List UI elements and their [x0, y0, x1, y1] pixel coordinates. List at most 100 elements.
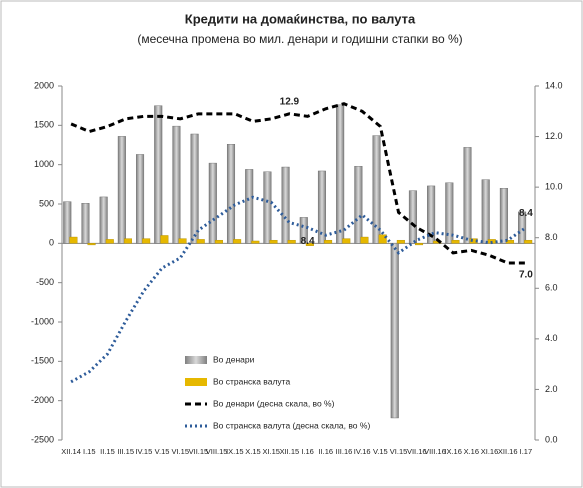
x-tick-label: VII.15 — [189, 447, 209, 456]
y-tick-label: 1500 — [34, 120, 54, 130]
bar — [408, 190, 417, 244]
bar — [299, 217, 308, 244]
bar — [196, 239, 205, 244]
y-tick-label: -500 — [36, 277, 54, 287]
y-tick-label: 0 — [49, 238, 54, 248]
bar — [324, 239, 333, 244]
x-tick-label: IV.15 — [135, 447, 152, 456]
bar — [360, 236, 369, 244]
bar — [263, 171, 272, 244]
y-tick-label: -1000 — [31, 316, 54, 326]
legend-swatch — [185, 378, 207, 386]
bar — [245, 169, 254, 244]
bar — [396, 239, 405, 244]
bar — [142, 238, 151, 244]
x-tick-label: V.15 — [373, 447, 388, 456]
chart-subtitle: (месечна промена во мил. денари и годишн… — [137, 32, 462, 46]
bar — [81, 203, 90, 244]
bar — [105, 239, 114, 244]
bar — [154, 105, 163, 244]
bar — [415, 243, 424, 246]
x-tick-label: IX.15 — [226, 447, 244, 456]
y2-tick-label: 14.0 — [545, 80, 563, 90]
x-tick-label: XII.15 — [280, 447, 300, 456]
y-tick-label: -2500 — [31, 434, 54, 444]
x-tick-label: V.15 — [155, 447, 170, 456]
bar — [317, 170, 326, 244]
bar — [463, 147, 472, 244]
bar — [354, 166, 363, 244]
x-tick-label: X.15 — [245, 447, 260, 456]
bar — [63, 201, 72, 244]
y2-tick-label: 12.0 — [545, 131, 563, 141]
bar — [336, 104, 345, 244]
x-tick-label: II.15 — [100, 447, 115, 456]
y-tick-label: -2000 — [31, 395, 54, 405]
bar — [233, 239, 242, 244]
bar — [524, 239, 533, 244]
x-tick-label: VIII.16 — [424, 447, 446, 456]
bar — [445, 182, 454, 244]
bar — [481, 179, 490, 244]
y-tick-label: 500 — [39, 198, 54, 208]
x-tick-label: VII.16 — [407, 447, 427, 456]
bar — [499, 188, 508, 244]
bar — [99, 196, 108, 244]
x-tick-label: I.15 — [83, 447, 96, 456]
x-tick-label: XII.16 — [498, 447, 518, 456]
bar — [69, 236, 78, 244]
bar — [214, 239, 223, 244]
bar — [427, 185, 436, 244]
bar — [281, 166, 290, 244]
bar — [226, 144, 236, 244]
y-tick-label: -1500 — [31, 356, 54, 366]
x-tick-label: VI.15 — [390, 447, 408, 456]
bar — [87, 243, 96, 246]
legend-label: Во денари — [213, 354, 255, 364]
bar — [136, 154, 145, 244]
y-tick-label: 2000 — [34, 80, 54, 90]
bar — [172, 125, 181, 244]
data-label: 8.4 — [519, 208, 533, 219]
bar — [287, 239, 296, 244]
bar — [251, 240, 260, 244]
bar — [160, 235, 169, 244]
y2-tick-label: 2.0 — [545, 384, 558, 394]
x-tick-label: III.16 — [336, 447, 353, 456]
x-tick-label: VIII.15 — [206, 447, 228, 456]
x-tick-label: XI.16 — [481, 447, 499, 456]
x-tick-label: IX.16 — [444, 447, 462, 456]
y2-tick-label: 0.0 — [545, 434, 558, 444]
y2-tick-label: 10.0 — [545, 182, 563, 192]
bar — [372, 135, 381, 244]
legend-swatch — [185, 356, 207, 364]
x-tick-label: II.16 — [318, 447, 333, 456]
y-tick-label: 1000 — [34, 159, 54, 169]
x-tick-label: X.16 — [464, 447, 479, 456]
x-tick-label: XI.15 — [262, 447, 280, 456]
data-label: 7.0 — [519, 270, 533, 281]
x-tick-label: VI.15 — [171, 447, 189, 456]
x-tick-label: IV.16 — [354, 447, 371, 456]
line — [70, 195, 527, 384]
bar — [117, 136, 126, 244]
data-label: 12.9 — [280, 96, 300, 107]
x-tick-label: III.15 — [117, 447, 134, 456]
legend-label: Во странска валута (десна скала, во %) — [213, 420, 370, 430]
bar — [342, 238, 351, 244]
legend-label: Во денари (десна скала, во %) — [213, 398, 335, 408]
data-label: 8.4 — [301, 236, 315, 247]
chart-title: Кредити на домаќинства, по валута — [185, 11, 416, 26]
bar — [451, 239, 460, 244]
bar — [123, 238, 132, 244]
x-tick-label: I.17 — [520, 447, 533, 456]
x-tick-label: XII.14 — [61, 447, 81, 456]
y2-tick-label: 6.0 — [545, 283, 558, 293]
bar — [305, 243, 314, 246]
bar — [390, 243, 399, 419]
bar — [518, 211, 527, 244]
y2-tick-label: 4.0 — [545, 333, 558, 343]
x-tick-label: I.16 — [301, 447, 314, 456]
